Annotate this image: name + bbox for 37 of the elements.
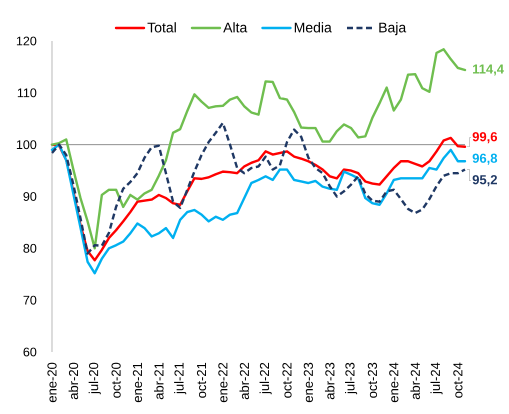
x-tick-label: oct-22 (282, 362, 292, 398)
x-tick-label: ene-20 (47, 362, 57, 402)
legend-label: Total (148, 22, 176, 32)
x-tick-label: jul-23 (345, 362, 358, 394)
y-tick-label: 100 (16, 140, 36, 150)
x-tick-label: abr-24 (410, 362, 420, 400)
x-tick-label: oct-20 (111, 362, 121, 398)
data-label: 99,6 (472, 132, 498, 144)
x-tick-label: oct-21 (196, 362, 206, 398)
x-tick-label: ene-24 (389, 362, 398, 402)
y-tick-label: 70 (24, 296, 36, 305)
data-label: 114,4 (473, 64, 504, 76)
y-tick-label: 90 (23, 192, 36, 201)
x-tick-label: oct-23 (368, 362, 378, 398)
x-tick-label: abr-23 (324, 362, 334, 400)
line-series (50, 122, 466, 255)
y-tick-label: 60 (24, 348, 36, 356)
x-tick-label: jul-21 (174, 362, 186, 394)
x-tick-label: ene-22 (218, 362, 228, 402)
x-tick-label: abr-22 (239, 362, 250, 400)
legend-label: Alta (223, 22, 248, 32)
data-label: 95,2 (472, 175, 497, 186)
line-series (50, 48, 466, 250)
x-tick-label: ene-23 (304, 362, 313, 402)
x-tick-label: oct-24 (453, 362, 462, 398)
x-tick-label: abr-20 (68, 362, 78, 400)
legend-label: Media (294, 22, 332, 32)
legend-label: Baja (379, 22, 406, 36)
data-label: 96,8 (472, 154, 498, 165)
x-tick-label: ene-21 (132, 362, 142, 402)
x-tick-label: jul-24 (430, 362, 443, 394)
y-tick-label: 120 (16, 36, 36, 46)
y-tick-label: 80 (23, 244, 36, 253)
x-tick-label: jul-22 (260, 362, 272, 394)
y-tick-label: 110 (18, 88, 36, 98)
x-tick-label: abr-21 (154, 362, 164, 400)
x-tick-label: jul-20 (88, 362, 101, 394)
